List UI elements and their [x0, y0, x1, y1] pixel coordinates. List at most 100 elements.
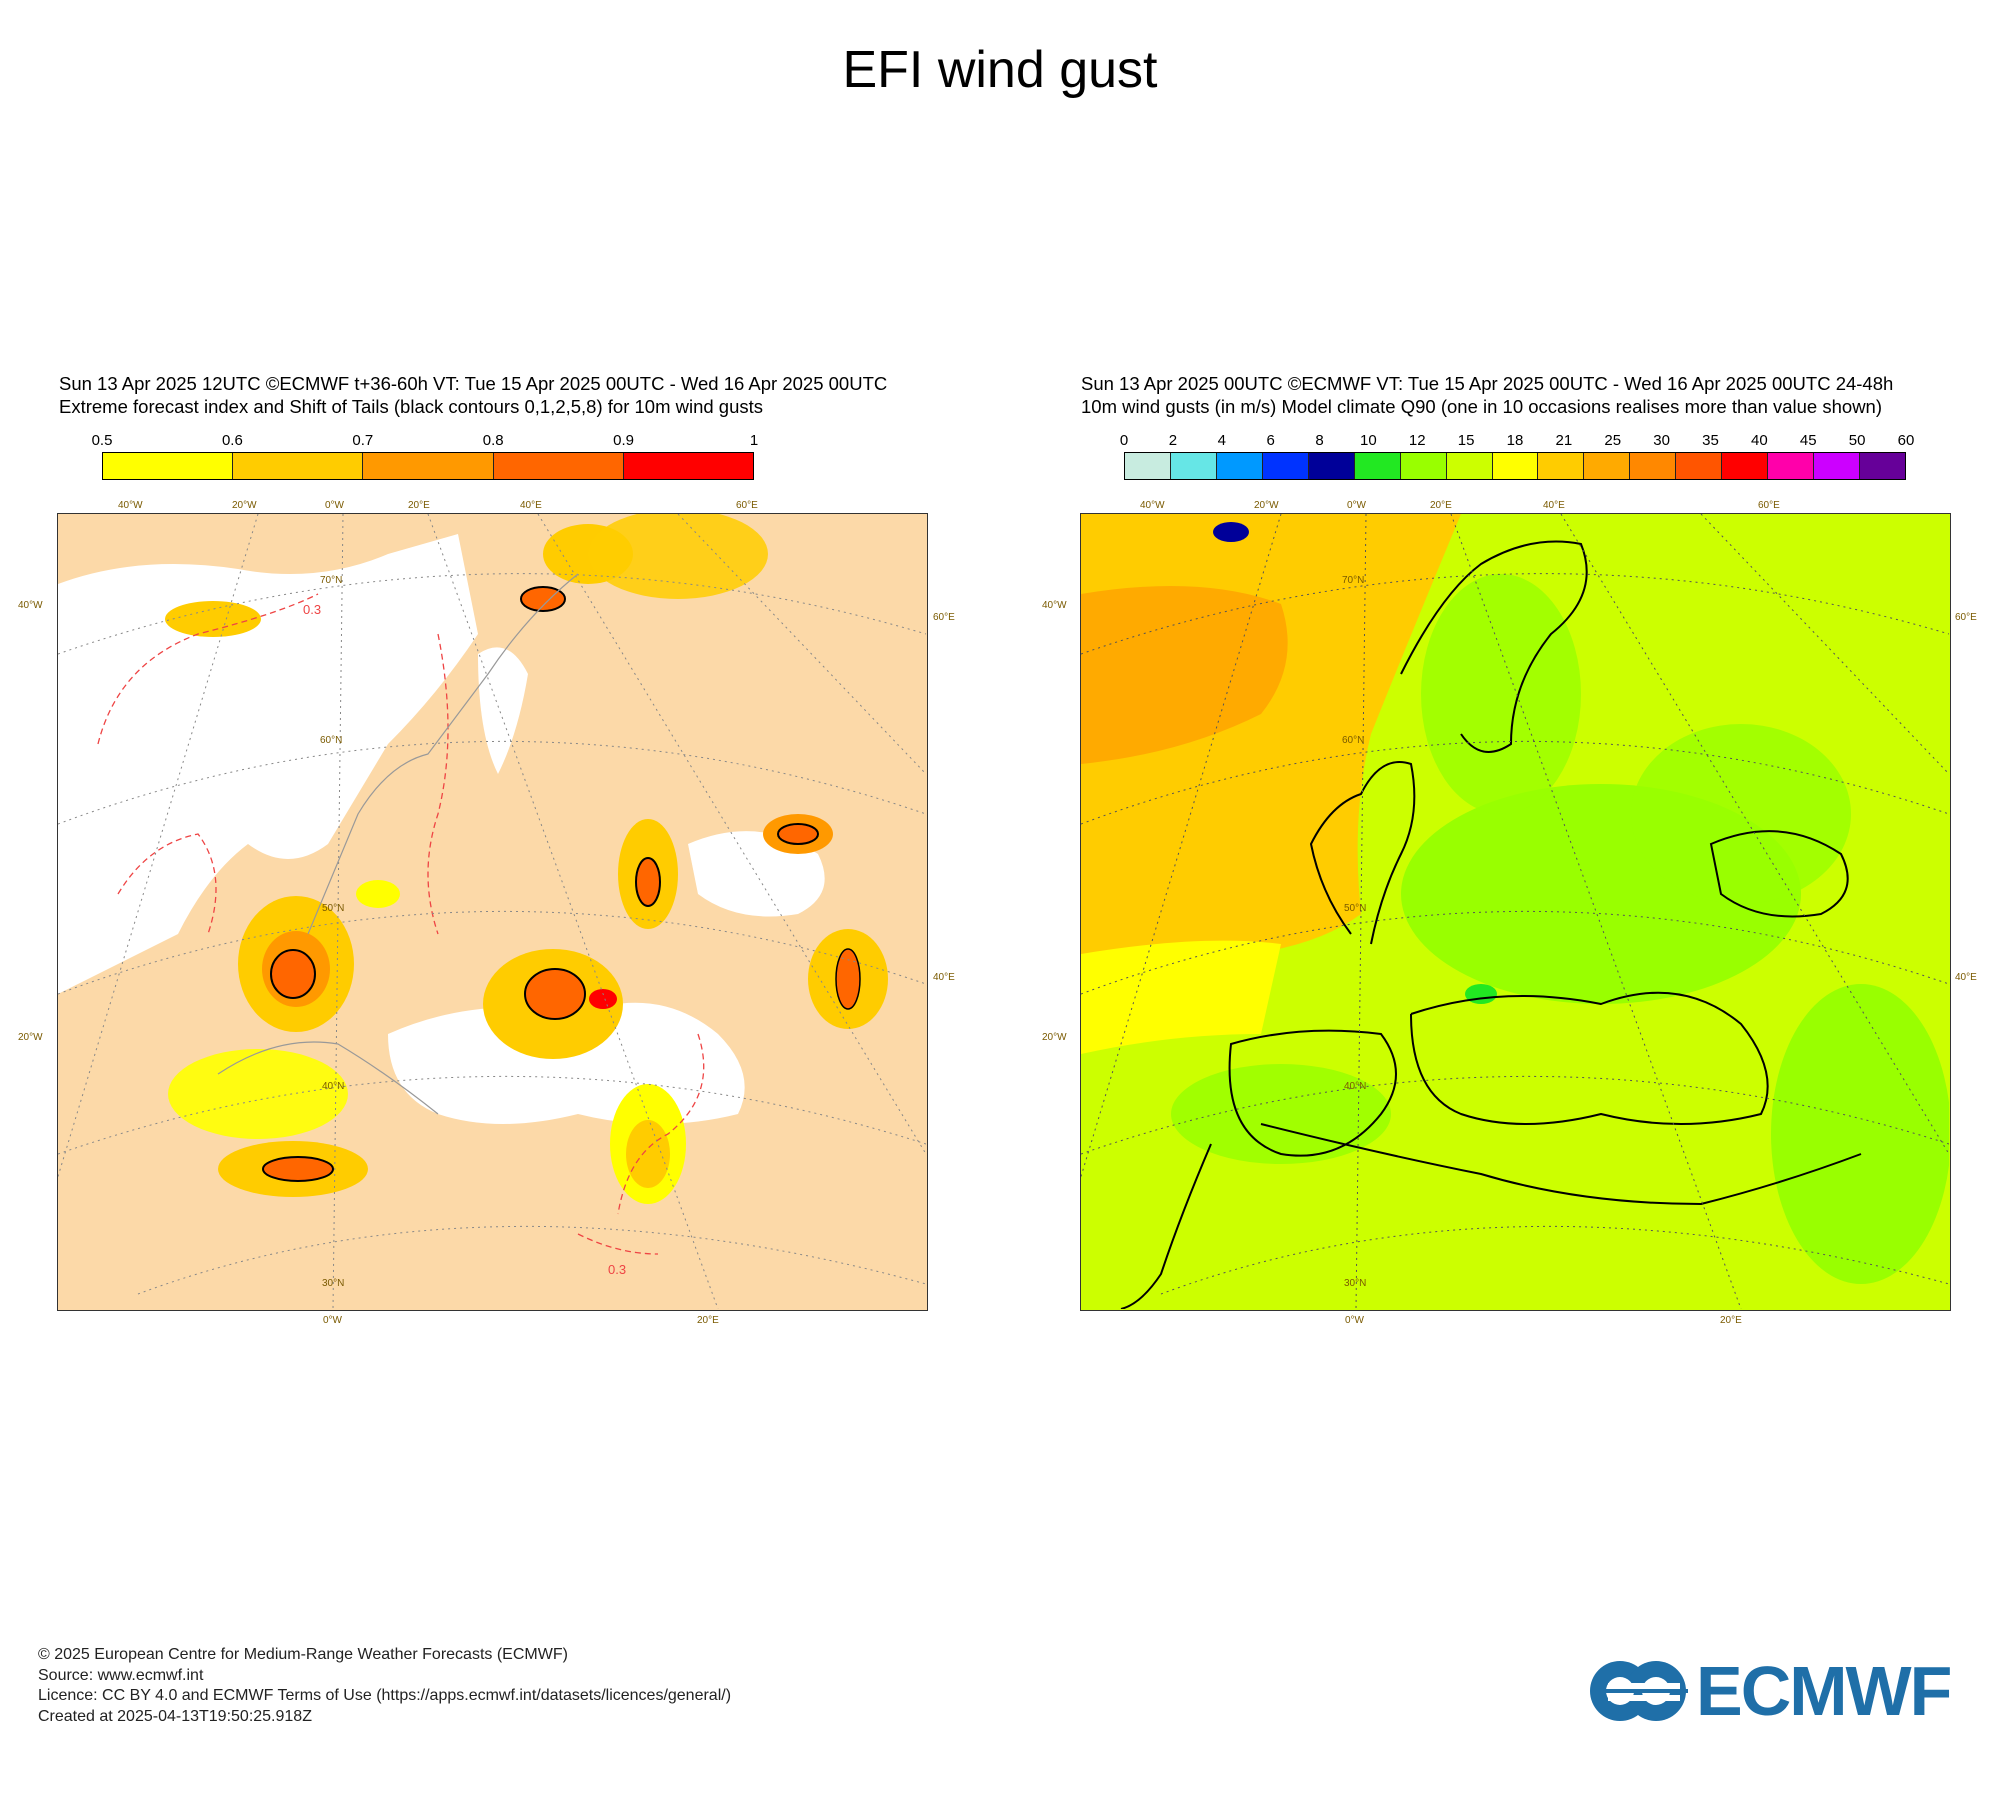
left-grid-label: 70°N: [320, 575, 343, 586]
right-field-area: [1465, 984, 1497, 1004]
right-field-peak: [1213, 522, 1249, 542]
footer-licence: Licence: CC BY 4.0 and ECMWF Terms of Us…: [38, 1687, 732, 1704]
left-sea-atlantic: [58, 534, 478, 994]
right-tick: 10: [1360, 432, 1377, 449]
left-grid-label: 40°W: [18, 600, 43, 611]
right-colorbar-segment: [1860, 453, 1905, 479]
left-coastline: [307, 573, 579, 935]
left-efi-core: [520, 586, 566, 612]
left-grid-label: 40°E: [520, 500, 542, 511]
left-contour-dashed: [427, 633, 449, 935]
left-grid-label: 20°W: [18, 1032, 43, 1043]
left-colorbar-segment: [233, 453, 364, 479]
left-tick: 1: [749, 432, 759, 449]
left-efi-core: [777, 823, 819, 845]
right-graticule: [1355, 514, 1367, 1309]
right-colorbar-ticks: 0 2 4 6 8 10 12 15 18 21 25 30 35 40 45 50 60: [1120, 432, 1915, 454]
right-grid-label: 50°N: [1344, 903, 1367, 914]
right-colorbar-segment: [1400, 453, 1447, 479]
right-grid-label: 20°W: [1042, 1032, 1067, 1043]
left-graticule: [58, 514, 259, 1179]
ecmwf-logo: ECMWF: [1588, 1652, 1968, 1730]
right-colorbar-segment: [1538, 453, 1585, 479]
left-colorbar-ticks: 0.5 0.6 0.7 0.8 0.9 1: [92, 432, 759, 454]
footer-source: Source: www.ecmwf.int: [38, 1666, 204, 1684]
left-efi-core: [524, 968, 586, 1020]
right-colorbar-segment: [1814, 453, 1860, 479]
left-grid-label: 60°E: [933, 612, 955, 623]
right-field-area: [1171, 1064, 1391, 1164]
left-header: Sun 13 Apr 2025 12UTC ©ECMWF t+36-60h VT…: [59, 372, 887, 418]
ecmwf-logo-text: ECMWF: [1696, 1652, 1952, 1730]
right-grid-label: 70°N: [1342, 575, 1365, 586]
left-efi-area: [626, 1120, 670, 1188]
right-coastline: [1709, 830, 1849, 918]
left-colorbar-segment: [103, 453, 234, 479]
left-efi-core: [262, 1156, 334, 1182]
right-field-area: [1081, 586, 1288, 764]
left-efi-area: [165, 601, 261, 637]
right-grid-label: 30°N: [1344, 1278, 1367, 1289]
footer-copyright: © 2025 European Centre for Medium-Range …: [38, 1646, 568, 1663]
right-coastline: [1120, 1143, 1212, 1309]
left-header-line2: Extreme forecast index and Shift of Tail…: [59, 396, 764, 417]
right-colorbar-segment: [1722, 453, 1769, 479]
left-map: 0.3 0.3: [57, 513, 928, 1311]
right-colorbar-segment: [1630, 453, 1677, 479]
right-colorbar-segment: [1768, 453, 1815, 479]
right-colorbar-segment: [1216, 453, 1263, 479]
left-efi-area: [356, 880, 400, 908]
left-grid-label: 30°N: [322, 1278, 345, 1289]
ecmwf-logo-icon: [1590, 1661, 1688, 1721]
footer: © 2025 European Centre for Medium-Range …: [38, 1645, 731, 1727]
right-grid-label: 60°N: [1342, 735, 1365, 746]
right-colorbar-segment: [1584, 453, 1631, 479]
right-coastline: [1410, 991, 1769, 1125]
footer-created: Created at 2025-04-13T19:50:25.918Z: [38, 1707, 312, 1725]
right-grid-label: 40°W: [1140, 500, 1165, 511]
right-colorbar-segment: [1262, 453, 1309, 479]
left-colorbar-segment: [493, 453, 624, 479]
left-sea-baltic: [478, 647, 528, 774]
left-tick: 0.8: [482, 432, 504, 449]
right-tick: 4: [1217, 432, 1226, 449]
left-tick: 0.9: [613, 432, 635, 449]
right-tick: 21: [1555, 432, 1573, 449]
left-grid-label: 0°W: [323, 1315, 342, 1326]
right-grid-label: 40°E: [1955, 972, 1977, 983]
right-grid-label: 0°W: [1347, 500, 1366, 511]
left-tick: 0.5: [91, 432, 113, 449]
left-grid-label: 50°N: [322, 903, 345, 914]
right-colorbar-segment: [1354, 453, 1401, 479]
right-tick: 8: [1315, 432, 1324, 449]
right-grid-label: 0°W: [1345, 1315, 1364, 1326]
left-graticule: [332, 514, 344, 1309]
right-tick: 6: [1266, 432, 1275, 449]
right-colorbar-segment: [1308, 453, 1355, 479]
right-map: [1080, 513, 1951, 1311]
left-colorbar-segment: [363, 453, 494, 479]
left-header-line1: Sun 13 Apr 2025 12UTC ©ECMWF t+36-60h VT…: [59, 373, 888, 394]
right-colorbar-segment: [1170, 453, 1217, 479]
left-efi-core: [270, 949, 316, 999]
right-field-area: [1771, 984, 1949, 1284]
right-colorbar-segment: [1446, 453, 1493, 479]
right-grid-label: 60°E: [1955, 612, 1977, 623]
right-tick: 12: [1408, 432, 1426, 449]
right-grid-label: 60°E: [1758, 500, 1780, 511]
right-coastline: [1228, 1029, 1397, 1157]
right-grid-label: 40°W: [1042, 600, 1067, 611]
right-tick: 45: [1799, 432, 1817, 449]
right-tick: 15: [1457, 432, 1475, 449]
left-efi-peak: [589, 989, 617, 1009]
right-tick: 35: [1702, 432, 1719, 449]
left-tick: 0.6: [221, 432, 243, 449]
right-colorbar-segment: [1125, 453, 1171, 479]
right-header-line2: 10m wind gusts (in m/s) Model climate Q9…: [1081, 396, 1883, 417]
left-contour-dashed: [617, 1033, 705, 1215]
right-tick: 2: [1168, 432, 1178, 449]
right-grid-label: 40°E: [1543, 500, 1565, 511]
right-tick: 60: [1897, 432, 1915, 449]
right-grid-label: 20°E: [1720, 1315, 1742, 1326]
left-grid-label: 0°W: [325, 500, 344, 511]
